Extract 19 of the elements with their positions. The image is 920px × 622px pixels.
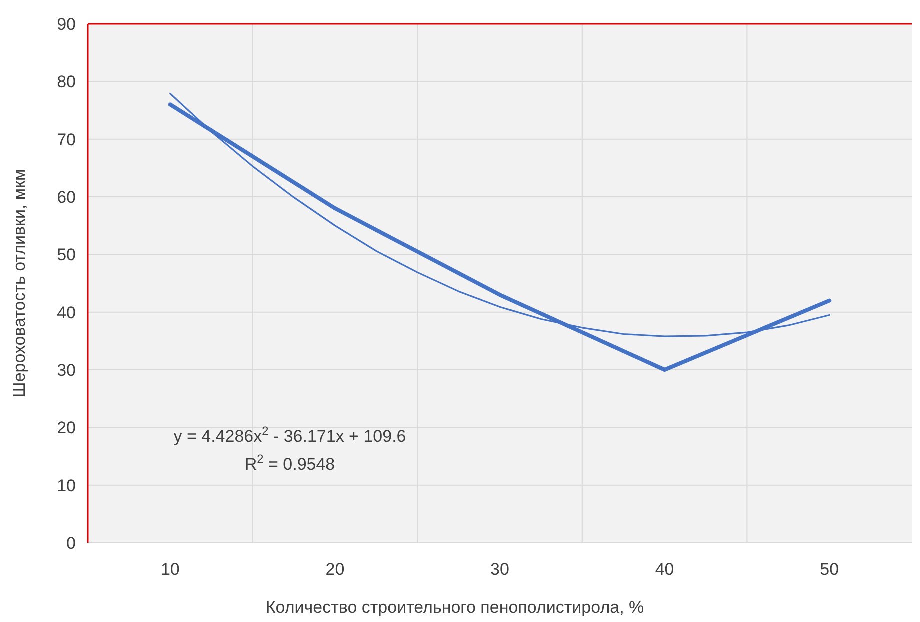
y-tick-label: 0	[66, 534, 76, 553]
x-axis-title: Количество строительного пенополистирола, %	[266, 598, 644, 617]
y-axis-title: Шероховатость отливки, мкм	[10, 169, 29, 398]
x-tick-label: 20	[326, 560, 345, 579]
y-tick-label: 50	[57, 246, 76, 265]
x-tick-label: 40	[655, 560, 674, 579]
y-tick-label: 80	[57, 72, 76, 92]
y-tick-label: 90	[57, 14, 76, 34]
y-tick-label: 20	[57, 418, 76, 438]
y-tick-label: 60	[57, 188, 76, 207]
annotation: y = 4.4286x$^{2}$ - 36.171x + 109.6	[174, 424, 406, 446]
y-tick-label: 70	[57, 130, 76, 150]
y-tick-label: 40	[57, 303, 76, 322]
x-tick-label: 30	[490, 560, 510, 579]
y-tick-label: 30	[57, 360, 76, 380]
y-tick-label: 10	[57, 476, 76, 496]
annotation: R$^{2}$ = 0.9548	[244, 452, 336, 474]
x-tick-label: 50	[820, 560, 840, 579]
x-tick-label: 10	[160, 560, 180, 579]
